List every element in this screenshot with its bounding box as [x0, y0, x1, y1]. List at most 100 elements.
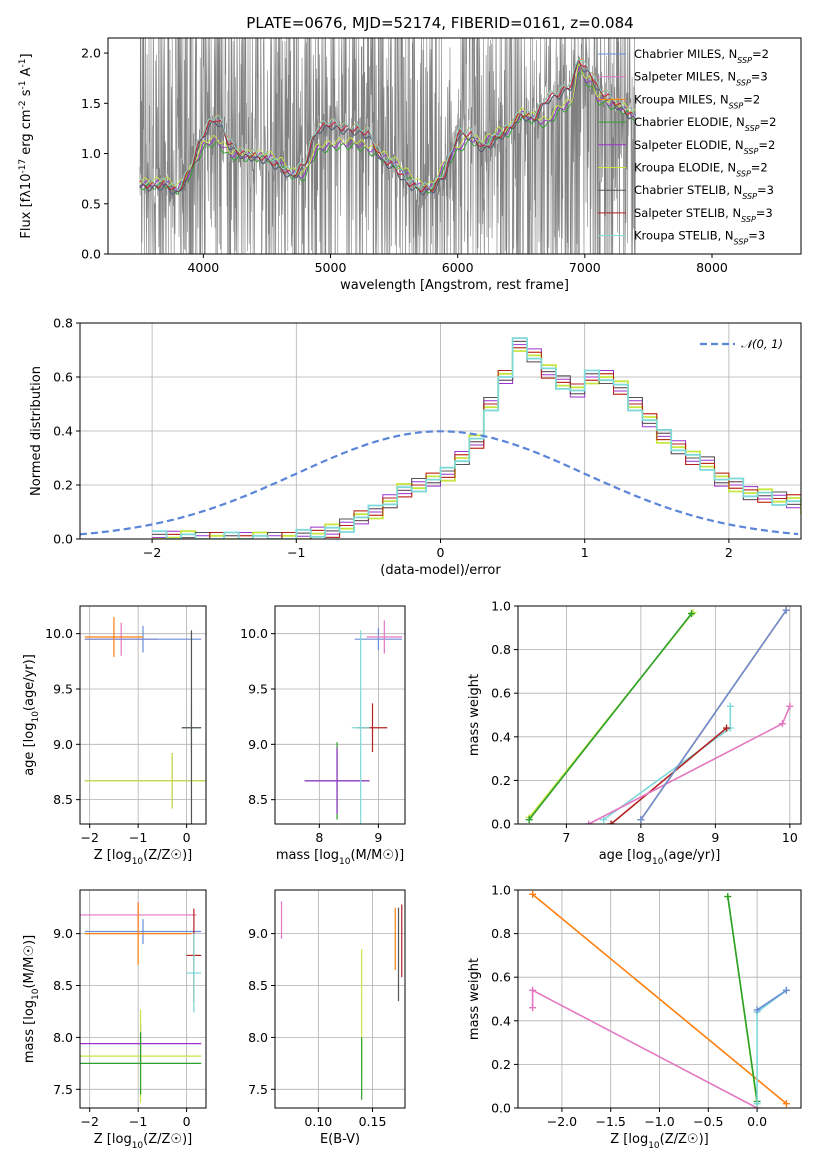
residual-histogram-9 — [152, 337, 801, 539]
massweight-vs-metallicity-panel: −2.0 −1.5 −1.0 −0.5 0.0 0.0 0.2 0.4 0.6 0.8 1.0 Z [… — [467, 883, 802, 1151]
y-tick-label: 10.0 — [45, 626, 73, 641]
x-tick-label: 8 — [315, 830, 323, 845]
plot-area — [280, 901, 403, 1100]
y-tick-label: 0.4 — [491, 729, 511, 744]
residual-histogram-1 — [152, 350, 801, 539]
y-tick-label: 8.5 — [53, 978, 73, 993]
x-tick-label: −2.0 — [547, 1114, 577, 1129]
massweight-marker — [753, 1100, 761, 1108]
y-axis-label: mass weight — [467, 674, 482, 756]
massweight-marker — [689, 609, 697, 617]
y-tick-label: 9.5 — [53, 681, 73, 696]
residual-histogram-2 — [152, 340, 801, 539]
legend-entry: Kroupa ELODIE, NSSP=2 — [634, 161, 768, 179]
massweight-marker — [688, 610, 696, 618]
massweight-marker — [529, 1004, 537, 1012]
normal-curve — [80, 430, 799, 536]
y-tick-label: 1.0 — [491, 883, 511, 898]
massweight-marker — [778, 720, 786, 728]
x-tick-label: −2 — [80, 830, 98, 845]
model-spectrum-6 — [139, 62, 636, 188]
x-tick-label: −2 — [80, 1114, 98, 1129]
axes-frame — [107, 37, 802, 255]
massweight-line-6 — [756, 989, 787, 1011]
y-tick-label: 0.6 — [53, 370, 73, 385]
y-tick-label: 0.6 — [491, 970, 511, 985]
spectrum-title: PLATE=0676, MJD=52174, FIBERID=0161, z=0… — [246, 14, 633, 32]
y-tick-label: 7.5 — [248, 1082, 268, 1097]
x-axis-label: (data-model)/error — [380, 563, 501, 578]
massweight-marker — [724, 893, 732, 901]
massweight-marker — [782, 1100, 790, 1108]
massweight-line-5 — [588, 705, 791, 824]
legend-entry: Salpeter MILES, NSSP=3 — [634, 70, 768, 88]
massweight-line-3 — [603, 706, 732, 821]
massweight-marker — [529, 986, 537, 994]
massweight-marker — [753, 1006, 761, 1014]
x-tick-label: 0.15 — [359, 1114, 387, 1129]
model-spectrum-9 — [139, 58, 637, 192]
residuals-panel: −2 −1 0 1 2 0.0 0.2 0.4 0.6 0.8 (data-model)/error… — [29, 316, 802, 578]
y-tick-label: 0.4 — [491, 1013, 511, 1028]
y-tick-label: 8.5 — [248, 792, 268, 807]
observed-spectrum — [139, 38, 636, 254]
y-axis-label: mass [log10(M/M☉)] — [22, 935, 41, 1063]
plot-area — [525, 606, 794, 824]
massweight-line-2 — [532, 893, 787, 1105]
massweight-line-1 — [531, 988, 758, 1108]
legend-entry: Salpeter STELIB, NSSP=3 — [634, 206, 773, 224]
massweight-marker — [782, 606, 790, 614]
y-tick-label: 2.0 — [81, 46, 101, 61]
legend-entry: Kroupa STELIB, NSSP=3 — [634, 229, 765, 247]
plot-area — [80, 337, 801, 539]
x-axis-label: Z [log10(Z/Z☉)] — [94, 1132, 192, 1151]
massweight-vs-age-panel: 7 8 9 10 0.0 0.2 0.4 0.6 0.8 1.0 age [log10(age/yr… — [467, 599, 802, 867]
x-tick-label: −2 — [143, 545, 161, 560]
y-tick-label: 8.0 — [248, 1030, 268, 1045]
massweight-marker — [529, 890, 537, 898]
massweight-line-4 — [727, 896, 758, 1102]
residual-histogram-8 — [152, 347, 801, 539]
x-tick-label: −1 — [287, 545, 305, 560]
y-tick-label: 0.0 — [491, 1101, 511, 1116]
x-axis-label: E(B-V) — [320, 1132, 360, 1147]
x-tick-label: 10 — [782, 830, 798, 845]
massweight-line-2 — [528, 613, 693, 821]
y-tick-label: 9.0 — [248, 737, 268, 752]
massweight-marker — [607, 820, 615, 824]
x-tick-label: 5000 — [315, 260, 347, 275]
x-axis-label: mass [log10(M/M☉)] — [276, 848, 404, 867]
x-tick-label: 8 — [637, 830, 645, 845]
y-axis-label: age [log10(age/yr)] — [22, 654, 41, 776]
y-tick-label: 8.5 — [53, 792, 73, 807]
x-tick-label: 1 — [581, 545, 589, 560]
plot-area — [84, 617, 206, 824]
plot-area — [529, 890, 790, 1108]
x-tick-label: 9 — [711, 830, 719, 845]
residual-histogram-6 — [152, 350, 801, 539]
x-tick-label: 2 — [725, 545, 733, 560]
y-tick-label: 8.5 — [248, 978, 268, 993]
x-axis-label: Z [log10(Z/Z☉)] — [94, 848, 192, 867]
x-tick-label: 6000 — [442, 260, 474, 275]
massweight-marker — [726, 702, 734, 710]
y-tick-label: 0.2 — [491, 773, 511, 788]
spectrum-legend: Chabrier MILES, NSSP=2 Salpeter MILES, NS… — [598, 47, 776, 246]
x-tick-label: 0 — [183, 1114, 191, 1129]
y-tick-label: 0.0 — [81, 247, 101, 262]
x-tick-label: 8000 — [696, 260, 728, 275]
mass-vs-metallicity-panel: −2 −1 0 7.5 8.0 8.5 9.0 Z [log10(Z/Z☉)] mass [lo… — [22, 889, 207, 1151]
x-tick-label: −1.0 — [644, 1114, 674, 1129]
massweight-line-7 — [640, 609, 787, 821]
mass-vs-ebv-panel: 0.10 0.15 7.5 8.0 8.5 9.0 E(B-V) — [248, 889, 406, 1147]
massweight-marker — [782, 986, 790, 994]
axes-frame — [274, 605, 406, 825]
model-spectrum-7 — [139, 60, 637, 195]
x-tick-label: −1 — [129, 830, 147, 845]
legend-entry: 𝒩(0, 1) — [741, 337, 783, 351]
y-tick-label: 1.0 — [81, 146, 101, 161]
y-axis-label: mass weight — [467, 958, 482, 1040]
x-tick-label: 0.10 — [304, 1114, 332, 1129]
x-tick-label: −1 — [129, 1114, 147, 1129]
